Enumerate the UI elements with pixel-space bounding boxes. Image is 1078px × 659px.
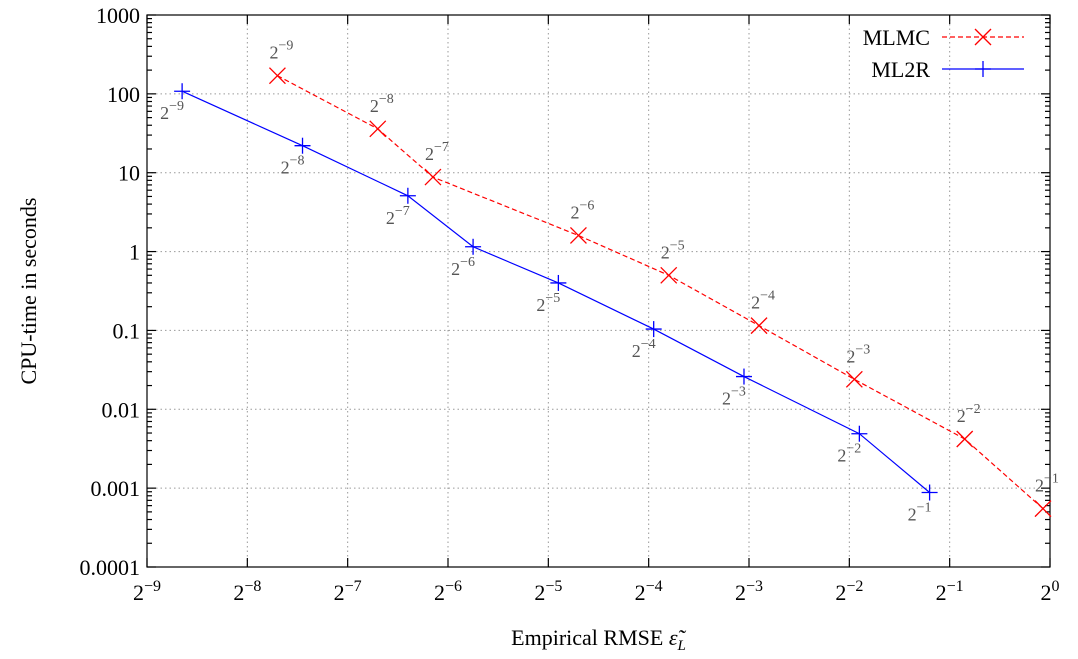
point-label-mlmc: 2−3 [846,342,870,366]
x-axis-title: Empirical RMSE ε̃L [511,625,686,654]
x-tick-label: 2−8 [233,578,261,605]
y-tick-label: 10 [118,161,140,186]
point-label-ml2r: 2−8 [281,154,305,178]
legend-marker [974,28,992,46]
y-tick-label: 0.01 [102,397,141,422]
legend-label-mlmc: MLMC [863,25,930,50]
point-label-ml2r: 2−6 [451,255,475,279]
marker-stroke [1034,500,1052,518]
marker-stroke [369,120,387,138]
x-tick-label: 2−7 [334,578,362,605]
data-point-mlmc [424,168,442,186]
y-tick-label: 1 [129,240,140,265]
data-point-mlmc [956,430,974,448]
point-labels: 2−9 2−8 2−7 2−6 2−5 2−4 2−3 2−2 2−1 2−9 2−8 2−7 2−6 2… [160,39,1059,525]
point-label-ml2r: 2−7 [386,204,410,228]
marker-stroke [424,168,442,186]
data-point-mlmc [569,227,587,244]
data-point-ml2r [645,321,662,338]
data-point-mlmc [369,120,387,138]
data-point-ml2r [465,238,482,255]
axes: 0.0001 0.001 0.01 0.1 1 10 100 1000 2−9 2−8 2−7 2−6… [80,3,1060,605]
marker-stroke [569,227,587,244]
point-label-ml2r: 2−1 [908,501,932,525]
grid-lines [147,15,1050,567]
point-label-mlmc: 2−2 [957,402,981,426]
point-label-ml2r: 2−9 [160,99,184,123]
y-tick-label: 0.0001 [80,555,141,580]
data-point-mlmc [845,370,863,388]
data-point-ml2r [399,187,416,204]
x-tick-label: 2−2 [835,578,863,605]
y-tick-label: 100 [107,82,140,107]
point-label-mlmc: 2−7 [425,140,449,164]
marker-stroke [268,67,286,85]
x-tick-label: 20 [1041,578,1060,605]
data-point-ml2r [174,83,191,100]
x-tick-label: 2−6 [434,578,462,605]
point-label-mlmc: 2−8 [370,92,394,116]
marker-stroke [956,430,974,448]
x-tick-label: 2−1 [936,578,964,605]
data-point-ml2r [735,368,752,385]
data-point-mlmc [750,317,768,335]
marker-stroke [750,317,768,335]
point-label-mlmc: 2−1 [1035,472,1059,496]
marker-stroke [660,266,678,284]
y-tick-label: 0.1 [113,318,141,343]
point-label-mlmc: 2−4 [751,289,775,313]
x-tick-label: 2−3 [735,578,763,605]
plot-frame [146,14,1051,568]
point-label-ml2r: 2−5 [536,291,560,315]
x-tick-label: 2−9 [133,578,161,605]
y-axis-title: CPU-time in seconds [16,198,41,385]
data-point-mlmc [268,67,286,85]
y-tick-label: 1000 [96,3,140,28]
data-point-mlmc [1034,500,1052,518]
data-point-ml2r [550,274,567,291]
point-label-mlmc: 2−6 [570,198,594,222]
legend: MLMC ML2R [863,25,1024,82]
series-layer [174,67,1052,518]
point-label-ml2r: 2−3 [722,385,746,409]
data-point-mlmc [660,266,678,284]
data-point-ml2r [294,137,311,154]
point-label-ml2r: 2−2 [837,442,861,466]
data-point-ml2r [921,484,938,501]
x-tick-label: 2−5 [534,578,562,605]
y-tick-label: 0.001 [91,476,141,501]
point-label-mlmc: 2−9 [269,39,293,63]
data-point-ml2r [851,425,868,442]
marker-stroke [845,370,863,388]
x-tick-label: 2−4 [635,578,663,605]
point-label-mlmc: 2−5 [661,238,685,262]
series-line-mlmc [277,75,1044,510]
point-label-ml2r: 2−4 [632,337,656,361]
legend-label-ml2r: ML2R [871,57,930,82]
